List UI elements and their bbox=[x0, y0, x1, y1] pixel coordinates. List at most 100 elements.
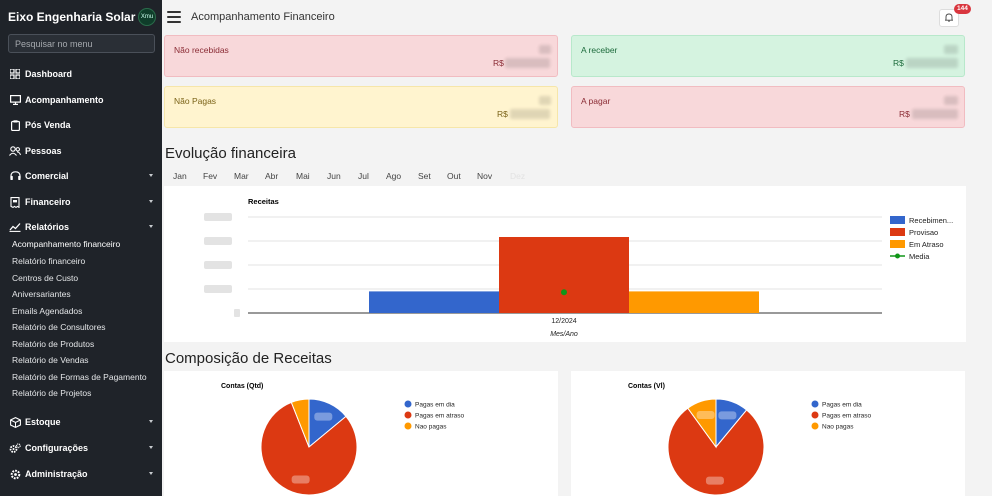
sidebar-item-label: Relatórios bbox=[25, 222, 70, 232]
chart-title: Contas (Qtd) bbox=[221, 383, 263, 390]
monitor-icon bbox=[9, 94, 21, 106]
tab-month-active[interactable]: Dez bbox=[510, 171, 526, 181]
legend-marker bbox=[404, 411, 412, 419]
tab-month[interactable]: Jan bbox=[173, 171, 187, 181]
submenu-relatorio-financeiro[interactable]: Relatório financeiro bbox=[12, 256, 86, 266]
contas-vl-pie-chart: Contas (Vl) Pagas em dia Pagas em atraso Na… bbox=[628, 383, 872, 496]
sidebar-item-label: Financeiro bbox=[25, 197, 71, 207]
sidebar-item-pos-venda[interactable]: Pós Venda bbox=[0, 117, 162, 133]
submenu-acompanhamento-financeiro[interactable]: Acompanhamento financeiro bbox=[12, 239, 121, 249]
sidebar-item-label: Pessoas bbox=[25, 146, 62, 156]
tab-month[interactable]: Jul bbox=[358, 171, 369, 181]
chevron-down-icon bbox=[149, 174, 153, 177]
redacted-tick-label bbox=[204, 285, 232, 293]
tab-month[interactable]: Nov bbox=[477, 171, 493, 181]
section-title-composicao: Composição de Receitas bbox=[165, 350, 332, 367]
pie-slice-1 bbox=[260, 401, 358, 496]
sidebar-item-label: Administração bbox=[25, 469, 88, 479]
menu-toggle-icon[interactable] bbox=[167, 11, 181, 23]
card-currency: R$ bbox=[493, 58, 504, 68]
chevron-down-icon bbox=[149, 225, 153, 228]
legend-label: Nao pagas bbox=[822, 424, 854, 431]
card-label: Não recebidas bbox=[174, 45, 229, 55]
section-title-evolucao: Evolução financeira bbox=[165, 145, 296, 162]
redacted-tick-label bbox=[204, 213, 232, 221]
sidebar-item-label: Dashboard bbox=[25, 69, 73, 79]
sidebar-item-comercial[interactable]: Comercial bbox=[0, 168, 162, 184]
sidebar-item-financeiro[interactable]: Financeiro bbox=[0, 194, 162, 210]
notifications-button[interactable] bbox=[939, 9, 959, 27]
bar-0 bbox=[369, 291, 499, 313]
submenu-relatorio-consultores[interactable]: Relatório de Consultores bbox=[12, 322, 106, 332]
card-currency: R$ bbox=[497, 109, 508, 119]
legend-marker bbox=[404, 400, 412, 408]
box-icon bbox=[9, 416, 21, 428]
sidebar-item-estoque[interactable]: Estoque bbox=[0, 414, 162, 430]
submenu-centros-de-custo[interactable]: Centros de Custo bbox=[12, 273, 79, 283]
sidebar-item-relatorios[interactable]: Relatórios bbox=[0, 219, 162, 235]
sidebar-item-dashboard[interactable]: Dashboard bbox=[0, 66, 162, 82]
card-a-pagar: A pagar R$ bbox=[571, 86, 965, 128]
tab-month[interactable]: Mai bbox=[296, 171, 310, 181]
brand-name: Eixo Engenharia Solar bbox=[8, 10, 136, 24]
sidebar-item-label: Estoque bbox=[25, 417, 61, 427]
redacted-count bbox=[944, 96, 958, 105]
redacted-amount bbox=[510, 109, 550, 119]
people-icon bbox=[9, 145, 21, 157]
bar-1 bbox=[499, 237, 629, 313]
pie-chart-panel-vl: Contas (Vl) Pagas em dia Pagas em atraso Na… bbox=[571, 371, 965, 496]
submenu-relatorio-formas-pagamento[interactable]: Relatório de Formas de Pagamento bbox=[12, 372, 147, 382]
redacted-slice-label bbox=[696, 411, 715, 420]
sidebar-item-label: Pós Venda bbox=[25, 120, 71, 130]
tab-month[interactable]: Jun bbox=[327, 171, 341, 181]
brand-logo: Xmu bbox=[138, 8, 156, 26]
gears-icon bbox=[9, 442, 21, 454]
submenu-aniversariantes[interactable]: Aniversariantes bbox=[12, 289, 71, 299]
bell-icon bbox=[944, 9, 954, 27]
card-currency: R$ bbox=[893, 58, 904, 68]
bar-chart-panel: Receitas 12/2024 Mes/Ano Recebimen... Provis… bbox=[164, 186, 966, 342]
tab-month[interactable]: Mar bbox=[234, 171, 249, 181]
card-currency: R$ bbox=[899, 109, 910, 119]
legend-label: Pagas em dia bbox=[822, 402, 862, 409]
pie-slice-2 bbox=[290, 398, 310, 448]
tab-month[interactable]: Fev bbox=[203, 171, 218, 181]
submenu-relatorio-produtos[interactable]: Relatório de Produtos bbox=[12, 339, 95, 349]
menu-search-input[interactable] bbox=[8, 34, 155, 53]
sidebar-item-pessoas[interactable]: Pessoas bbox=[0, 143, 162, 159]
chevron-down-icon bbox=[149, 446, 153, 449]
redacted-tick-label bbox=[234, 309, 240, 317]
legend-marker bbox=[404, 422, 412, 430]
x-tick-label: 12/2024 bbox=[551, 318, 576, 325]
card-nao-recebidas: Não recebidas R$ bbox=[164, 35, 558, 77]
clipboard-icon bbox=[9, 119, 21, 131]
pie-slice-1 bbox=[667, 407, 765, 496]
sidebar-item-label: Comercial bbox=[25, 171, 69, 181]
legend-marker bbox=[811, 400, 819, 408]
legend-label: Media bbox=[909, 252, 930, 261]
receipt-icon bbox=[9, 196, 21, 208]
sidebar-item-configuracoes[interactable]: Configurações bbox=[0, 440, 162, 456]
tab-month[interactable]: Out bbox=[447, 171, 461, 181]
receitas-bar-chart: Receitas 12/2024 Mes/Ano Recebimen... Provis… bbox=[204, 197, 953, 338]
submenu-relatorio-projetos[interactable]: Relatório de Projetos bbox=[12, 388, 92, 398]
tab-month[interactable]: Abr bbox=[265, 171, 279, 181]
legend-marker bbox=[895, 253, 900, 259]
tab-month[interactable]: Ago bbox=[386, 171, 402, 181]
chart-title: Contas (Vl) bbox=[628, 383, 665, 390]
chevron-down-icon bbox=[149, 420, 153, 423]
chevron-down-icon bbox=[149, 472, 153, 475]
redacted-amount bbox=[505, 58, 550, 68]
legend-label: Provisao bbox=[909, 228, 938, 237]
legend-swatch bbox=[890, 216, 905, 224]
redacted-tick-label bbox=[204, 261, 232, 269]
submenu-relatorio-vendas[interactable]: Relatório de Vendas bbox=[12, 355, 89, 365]
submenu-emails-agendados[interactable]: Emails Agendados bbox=[12, 306, 83, 316]
card-label: A pagar bbox=[581, 96, 611, 106]
chevron-down-icon bbox=[149, 200, 153, 203]
redacted-count bbox=[539, 45, 551, 54]
sidebar-item-acompanhamento[interactable]: Acompanhamento bbox=[0, 92, 162, 108]
tab-month[interactable]: Set bbox=[418, 171, 431, 181]
sidebar-item-administracao[interactable]: Administração bbox=[0, 466, 162, 482]
media-point bbox=[561, 289, 567, 296]
